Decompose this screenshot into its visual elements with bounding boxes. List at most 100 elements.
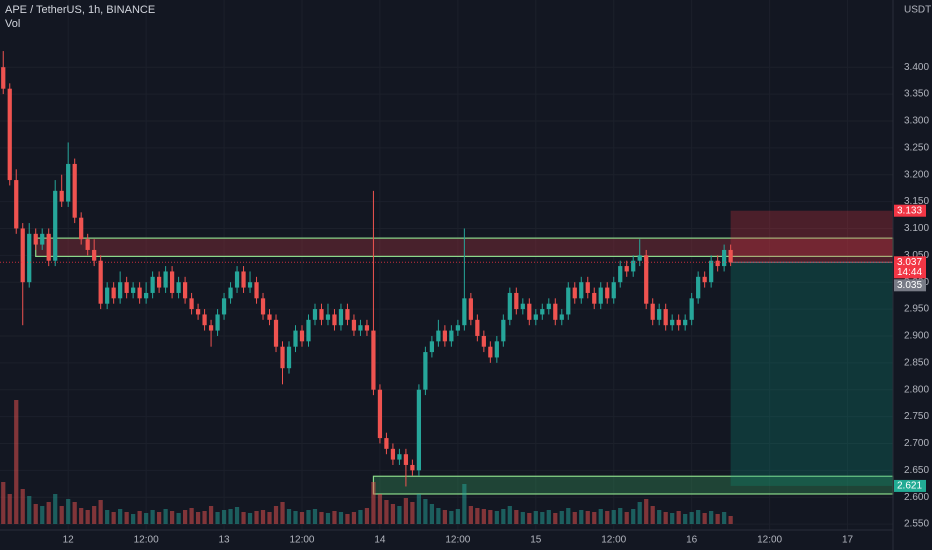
- volume-bar: [338, 512, 344, 524]
- volume-bar: [410, 502, 415, 524]
- y-tick-label: 3.250: [904, 142, 929, 153]
- volume-bar: [585, 511, 590, 524]
- volume-bar: [92, 506, 97, 524]
- x-tick-label: 14: [374, 535, 386, 546]
- candle-body: [46, 233, 51, 261]
- y-tick-label: 3.350: [904, 89, 929, 100]
- candle-body: [150, 276, 155, 293]
- volume-bar: [72, 502, 77, 524]
- volume-bar: [306, 510, 311, 524]
- volume-bar: [468, 506, 473, 524]
- candle-body: [442, 330, 447, 342]
- y-tick-label: 3.100: [904, 223, 929, 234]
- price-label-box: [894, 279, 926, 292]
- volume-bar: [572, 512, 577, 524]
- volume-bar: [715, 514, 720, 524]
- candle-body: [592, 292, 597, 304]
- volume-bar: [676, 511, 681, 524]
- candle-body: [429, 341, 434, 353]
- volume-bar: [624, 512, 629, 524]
- candle-body: [247, 282, 253, 288]
- candle-body: [670, 319, 675, 326]
- candle-body: [364, 325, 370, 331]
- x-tick-label: 17: [842, 535, 854, 546]
- volume-bar: [702, 513, 707, 524]
- volume-bar: [390, 504, 396, 524]
- candle-body: [118, 282, 123, 299]
- volume-bar: [312, 509, 318, 524]
- volume-bar: [345, 514, 350, 524]
- candle-body: [390, 448, 396, 460]
- volume-bar: [377, 494, 383, 524]
- volume-bar: [351, 512, 357, 524]
- volume-bar: [462, 484, 467, 524]
- y-tick-label: 3.050: [904, 250, 929, 261]
- candle-body: [559, 314, 564, 320]
- volume-bar: [79, 508, 84, 524]
- candle-body: [286, 346, 292, 369]
- volume-bar: [319, 512, 324, 524]
- y-tick-label: 3.300: [904, 116, 929, 127]
- volume-bar: [33, 504, 38, 524]
- candle-body: [20, 228, 25, 283]
- candle-body: [299, 330, 305, 342]
- candle-body: [728, 249, 733, 263]
- candle-body: [410, 464, 415, 471]
- volume-bar: [111, 512, 116, 524]
- volume-bar: [299, 512, 305, 524]
- candle-body: [124, 282, 129, 293]
- candle-body: [384, 438, 389, 449]
- candle-body: [105, 287, 110, 304]
- volume-bar: [436, 508, 441, 524]
- candle-body: [319, 309, 324, 320]
- volume-bar: [260, 510, 266, 524]
- candle-body: [345, 309, 350, 320]
- volume-bar: [553, 513, 558, 524]
- x-tick-label: 13: [218, 535, 230, 546]
- volume-bar: [481, 509, 486, 524]
- volume-bar: [618, 508, 623, 524]
- candle-body: [280, 346, 285, 369]
- candle-body: [416, 389, 422, 471]
- volume-bar: [403, 498, 409, 524]
- candle-body: [312, 309, 318, 320]
- volume-bar: [85, 510, 90, 524]
- candle-body: [306, 319, 311, 342]
- candle-body: [85, 239, 90, 250]
- candle-body: [254, 282, 259, 299]
- price-label: 3.035: [897, 280, 922, 291]
- candle-body: [144, 292, 149, 299]
- candle-body: [514, 292, 519, 310]
- candle-body: [494, 341, 499, 358]
- y-tick-label: 3.150: [904, 196, 929, 207]
- volume-bar: [540, 512, 545, 524]
- candle-body: [553, 303, 558, 320]
- volume-bar: [650, 506, 655, 524]
- candle-body: [722, 249, 727, 267]
- candle-body: [618, 266, 623, 283]
- volume-bar: [637, 502, 642, 524]
- volume-bar: [527, 513, 532, 524]
- candle-body: [234, 271, 240, 288]
- candle-body: [79, 217, 84, 240]
- volume-bar: [455, 509, 460, 524]
- volume-bar: [384, 500, 389, 524]
- candle-layer: [0, 51, 893, 487]
- chart-title: APE / TetherUS, 1h, BINANCE: [5, 4, 155, 16]
- volume-bar: [59, 506, 64, 524]
- y-tick-label: 2.550: [904, 519, 929, 530]
- candle-body: [371, 330, 376, 390]
- volume-bar: [397, 506, 402, 524]
- candle-body: [338, 309, 344, 326]
- y-tick-label: 2.800: [904, 384, 929, 395]
- candle-body: [111, 287, 116, 299]
- x-tick-label: 12:00: [289, 535, 314, 546]
- volume-bar: [592, 512, 597, 524]
- candle-body: [507, 292, 512, 320]
- volume-bar: [195, 512, 201, 524]
- candle-body: [358, 325, 363, 331]
- candle-body: [332, 314, 337, 326]
- candle-body: [579, 282, 584, 299]
- volume-bar: [27, 496, 32, 524]
- candle-body: [462, 298, 467, 326]
